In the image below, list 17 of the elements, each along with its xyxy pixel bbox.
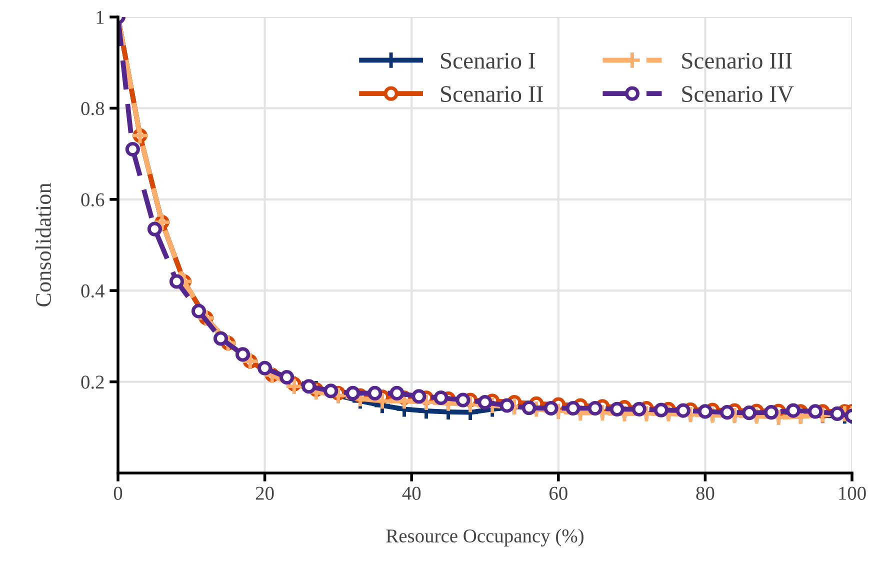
- x-tick-label: 40: [402, 486, 421, 500]
- legend-label: Scenario IV: [682, 86, 794, 102]
- y-tick-label: 0.2: [81, 376, 104, 389]
- y-tick-label: 0.4: [81, 284, 104, 298]
- x-tick-label: 20: [256, 486, 274, 500]
- x-tick-label: 100: [839, 486, 866, 500]
- y-tick-label: 0.6: [81, 193, 104, 206]
- x-tick-label: 80: [696, 486, 714, 500]
- y-tick-label: 0.8: [81, 102, 104, 116]
- x-tick-label: 0: [114, 486, 122, 500]
- x-tick-label: 60: [550, 486, 568, 500]
- legend-label: Scenario III: [682, 52, 792, 69]
- legend-label: Scenario II: [441, 86, 543, 102]
- x-axis-title: Resource Occupancy (%): [386, 528, 584, 547]
- y-axis-title: Consolidation: [35, 182, 51, 306]
- y-tick-label: 1: [96, 10, 104, 24]
- legend-label: Scenario I: [441, 52, 535, 69]
